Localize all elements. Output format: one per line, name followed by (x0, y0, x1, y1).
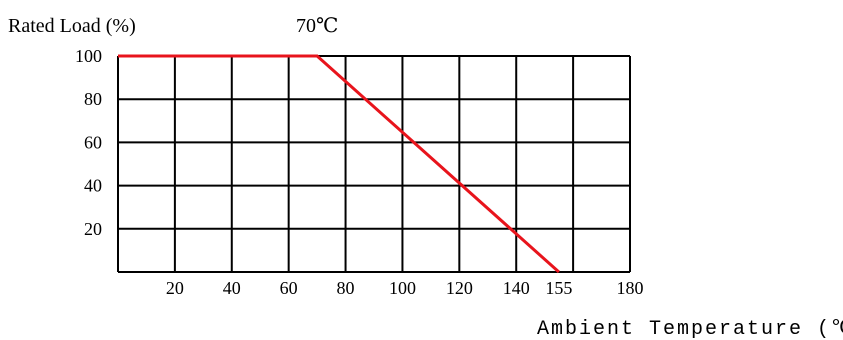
annotation-label: 70℃ (296, 15, 338, 37)
y-tick-label: 60 (84, 132, 102, 152)
x-tick-label: 40 (223, 278, 241, 298)
grid (117, 55, 631, 273)
x-tick-label: 120 (446, 278, 473, 298)
x-tick-label: 140 (503, 278, 530, 298)
series-line-0 (118, 54, 560, 274)
x-axis-label: Ambient Temperature (℃) (537, 318, 843, 340)
y-tick-label: 80 (84, 89, 102, 109)
x-tick-label: 20 (166, 278, 184, 298)
x-tick-label: 80 (337, 278, 355, 298)
x-tick-label: 60 (280, 278, 298, 298)
series-layer (118, 54, 560, 274)
x-tick-label: 180 (617, 278, 644, 298)
x-tick-label: 155 (545, 278, 572, 298)
y-axis-label: Rated Load (%) (8, 15, 136, 37)
tick-labels: 20 40 60 80 100 120 140 155 180 20 40 60 80 100 (75, 46, 644, 298)
y-tick-label: 20 (84, 219, 102, 239)
y-tick-label: 40 (84, 176, 102, 196)
x-tick-label: 100 (389, 278, 416, 298)
y-tick-label: 100 (75, 46, 102, 66)
